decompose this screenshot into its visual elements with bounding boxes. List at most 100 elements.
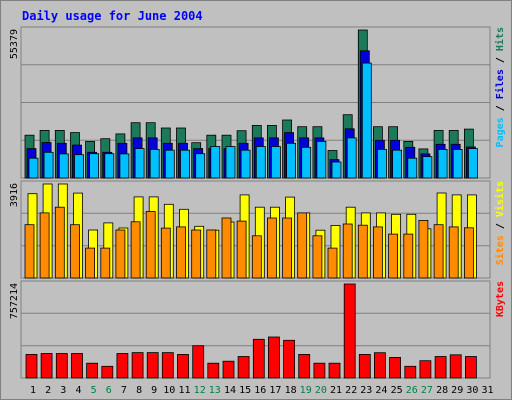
kbytes-bar bbox=[343, 283, 356, 379]
x-tick-label: 24 bbox=[375, 385, 387, 396]
legend-entry: Files bbox=[494, 69, 506, 99]
x-tick-label: 23 bbox=[360, 385, 372, 396]
kbytes-bar bbox=[192, 345, 205, 379]
chart-title: Daily usage for June 2004 bbox=[22, 9, 203, 23]
x-tick-label: 17 bbox=[269, 385, 281, 396]
kbytes-bar bbox=[373, 352, 386, 379]
x-tick-label: 31 bbox=[481, 385, 493, 396]
legend-entry: Visits bbox=[494, 181, 506, 217]
kbytes-bar bbox=[177, 353, 189, 379]
x-tick-label: 20 bbox=[315, 385, 327, 396]
pages-bar bbox=[195, 153, 206, 179]
kbytes-bar bbox=[419, 360, 432, 379]
pages-bar bbox=[255, 146, 266, 179]
x-tick-label: 1 bbox=[30, 385, 36, 396]
pages-bar bbox=[134, 148, 145, 179]
sites-bar bbox=[176, 226, 186, 279]
pages-bar bbox=[164, 149, 175, 179]
sites-bar bbox=[342, 223, 353, 279]
pages-bar bbox=[270, 146, 281, 179]
kbytes-bar bbox=[55, 353, 68, 379]
kbytes-bar bbox=[464, 356, 477, 379]
y-max-label: 55379 bbox=[9, 29, 20, 59]
kbytes-bar bbox=[86, 362, 98, 379]
sites-bar bbox=[100, 247, 111, 279]
legend-label: Pages / Files / Hits bbox=[494, 27, 506, 147]
legend-label: KBytes bbox=[495, 281, 506, 317]
pages-bar bbox=[58, 153, 69, 179]
legend-separator: / bbox=[495, 99, 506, 117]
kbytes-bar bbox=[252, 338, 265, 379]
sites-bar bbox=[418, 219, 429, 279]
sites-bar bbox=[39, 212, 50, 279]
pages-bar bbox=[74, 154, 84, 179]
pages-bar bbox=[286, 142, 297, 179]
x-tick-label: 14 bbox=[224, 385, 236, 396]
kbytes-bar bbox=[116, 353, 129, 379]
legend-label: Sites / Visits bbox=[494, 181, 506, 265]
pages-bar bbox=[119, 153, 130, 179]
sites-bar bbox=[115, 229, 126, 279]
legend-entry: KBytes bbox=[495, 281, 506, 317]
pages-bar bbox=[361, 62, 372, 179]
pages-bar bbox=[225, 146, 236, 179]
sites-bar bbox=[206, 229, 217, 279]
pages-bar bbox=[467, 148, 478, 179]
kbytes-bar bbox=[25, 353, 38, 379]
x-tick-label: 22 bbox=[345, 385, 357, 396]
pages-bar bbox=[28, 157, 39, 179]
x-tick-label: 8 bbox=[136, 385, 142, 396]
x-tick-label: 6 bbox=[106, 385, 112, 396]
pages-bar bbox=[104, 153, 115, 179]
legend-entry: Hits bbox=[494, 27, 506, 51]
pages-bar bbox=[376, 148, 387, 179]
kbytes-bar bbox=[449, 354, 462, 379]
sites-bar bbox=[130, 221, 141, 279]
sites-bar bbox=[312, 235, 323, 279]
pages-bar bbox=[149, 148, 160, 179]
kbytes-bar bbox=[358, 353, 371, 379]
pages-bar bbox=[89, 153, 99, 179]
sites-bar bbox=[24, 224, 35, 279]
x-tick-label: 30 bbox=[466, 385, 478, 396]
kbytes-bar bbox=[71, 353, 83, 379]
kbytes-bar bbox=[207, 362, 220, 379]
sites-bar bbox=[433, 224, 444, 279]
kbytes-bar bbox=[222, 360, 235, 379]
y-max-label: 3916 bbox=[9, 183, 20, 207]
x-tick-label: 26 bbox=[406, 385, 418, 396]
legend-entry: Pages bbox=[495, 117, 506, 147]
x-tick-label: 15 bbox=[239, 385, 251, 396]
pages-bar bbox=[43, 151, 54, 179]
kbytes-bar bbox=[298, 353, 311, 379]
sites-bar bbox=[388, 233, 399, 279]
pages-bar bbox=[331, 161, 342, 179]
x-tick-label: 13 bbox=[209, 385, 221, 396]
legend-separator: / bbox=[495, 51, 506, 69]
sites-bar bbox=[266, 217, 277, 279]
x-tick-label: 19 bbox=[300, 385, 312, 396]
sites-bar bbox=[54, 206, 65, 279]
sites-bar bbox=[221, 217, 232, 279]
kbytes-bar bbox=[131, 352, 144, 379]
sites-bar bbox=[372, 226, 383, 279]
x-tick-label: 7 bbox=[121, 385, 127, 396]
sites-bar bbox=[327, 247, 338, 279]
sites-bar bbox=[251, 235, 262, 279]
pages-bar bbox=[180, 149, 190, 179]
pages-bar bbox=[210, 146, 221, 179]
x-tick-label: 21 bbox=[330, 385, 342, 396]
pages-bar bbox=[346, 137, 357, 179]
sites-bar bbox=[403, 233, 414, 279]
legend-separator: / bbox=[495, 217, 506, 235]
pages-bar bbox=[407, 157, 418, 179]
x-tick-label: 9 bbox=[151, 385, 157, 396]
kbytes-bar bbox=[313, 362, 326, 379]
sites-bar bbox=[145, 211, 156, 279]
kbytes-bar bbox=[283, 339, 296, 379]
kbytes-bar bbox=[237, 356, 250, 379]
x-tick-label: 18 bbox=[285, 385, 297, 396]
kbytes-bar bbox=[328, 362, 341, 379]
